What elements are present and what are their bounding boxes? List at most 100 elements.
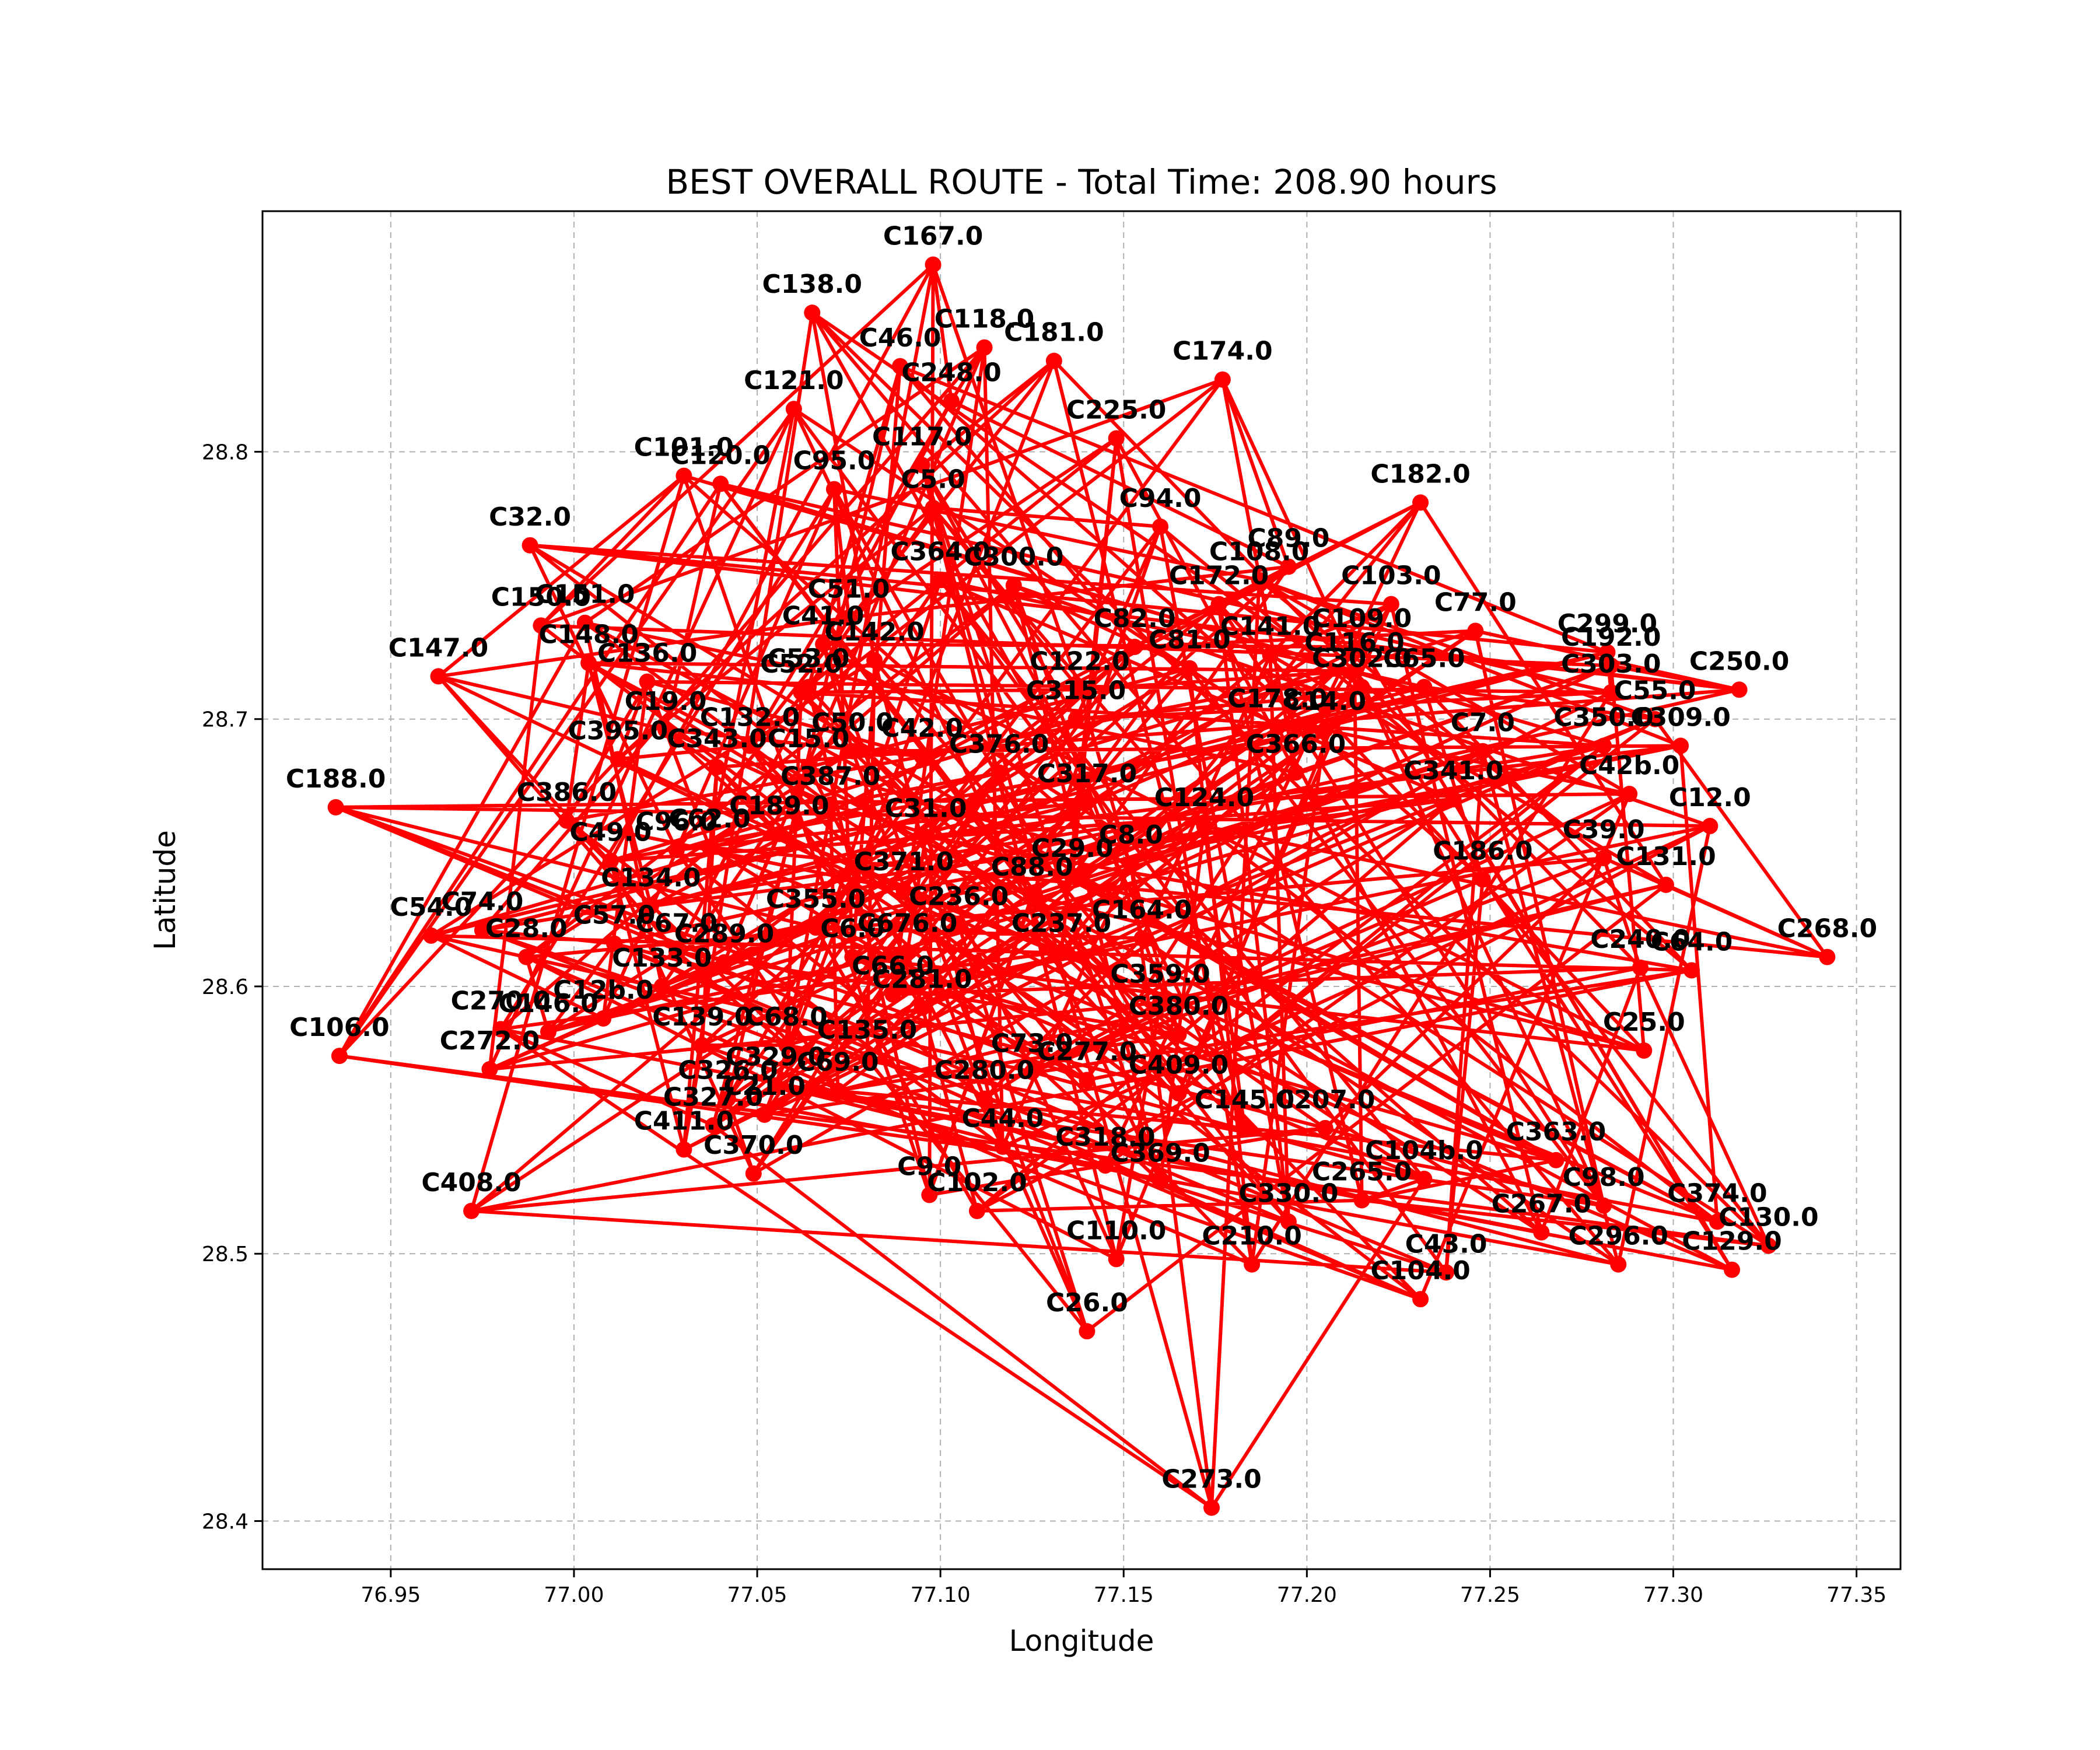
route-point [1412, 1291, 1429, 1308]
point-label: C39.0 [1563, 815, 1645, 845]
route-point [1280, 558, 1297, 575]
point-label: C66.0 [852, 951, 934, 981]
point-label: C371.0 [854, 847, 954, 877]
route-point [719, 1090, 736, 1107]
point-label: C109.0 [1312, 604, 1412, 634]
point-label: C29.0 [1031, 834, 1114, 863]
point-label: C9.0 [897, 1152, 961, 1181]
point-label: C73.0 [991, 1029, 1073, 1059]
y-tick-label: 28.7 [202, 708, 249, 732]
point-label: C31.0 [885, 793, 967, 823]
point-label: C55.0 [1614, 676, 1696, 706]
point-label: C148.0 [538, 620, 638, 649]
point-label: C270.0 [451, 986, 551, 1016]
route-point [771, 825, 788, 842]
point-label: C131.0 [1616, 842, 1716, 872]
point-label: C95.0 [793, 446, 876, 476]
route-point [1079, 1323, 1096, 1340]
route-point [1079, 793, 1096, 810]
point-label: C41.0 [782, 601, 864, 631]
route-point [1474, 743, 1491, 760]
point-label: C277.0 [1037, 1037, 1137, 1066]
route-point [800, 678, 817, 695]
point-label: C411.0 [634, 1107, 734, 1136]
point-label: C42.0 [881, 713, 963, 743]
point-label: C64.0 [1651, 927, 1733, 957]
point-label: C248.0 [901, 358, 1001, 387]
point-label: C250.0 [1689, 646, 1789, 676]
route-point [430, 668, 447, 685]
route-point [522, 537, 538, 554]
route-point [745, 1165, 762, 1182]
route-point [610, 751, 626, 768]
point-label: C124.0 [1154, 783, 1254, 813]
point-label: C74.0 [441, 887, 523, 917]
route-point [1064, 869, 1081, 886]
route-point [1548, 1152, 1564, 1168]
point-label: C181.0 [1004, 318, 1104, 348]
route-point [1196, 818, 1213, 835]
point-label: C96.0 [635, 807, 718, 836]
route-point [925, 499, 942, 516]
point-label: C318.0 [1055, 1122, 1155, 1152]
point-label: C116.0 [1304, 628, 1404, 657]
route-point [914, 999, 930, 1016]
point-label: C120.0 [671, 440, 771, 470]
route-point [1024, 1063, 1041, 1080]
point-label: C350.0 [1553, 703, 1653, 733]
route-point [606, 935, 623, 952]
point-label: C57.0 [573, 901, 656, 930]
chart-title: BEST OVERALL ROUTE - Total Time: 208.90 … [666, 162, 1497, 202]
route-point [1636, 1042, 1653, 1059]
point-label: C53.0 [768, 644, 850, 674]
route-point [892, 358, 909, 374]
route-point [1079, 1072, 1096, 1088]
point-label: C43.0 [1405, 1229, 1488, 1259]
route-point [1317, 722, 1334, 738]
point-label: C387.0 [780, 761, 880, 791]
point-label: C88.0 [991, 852, 1073, 882]
route-point [1467, 622, 1484, 639]
route-point [558, 812, 575, 829]
route-point [1709, 1213, 1726, 1230]
route-point [918, 828, 935, 845]
x-tick-label: 77.35 [1826, 1583, 1887, 1607]
route-point [1632, 959, 1648, 976]
route-point [1269, 719, 1286, 736]
point-label: C118.0 [935, 304, 1034, 334]
route-point [1071, 681, 1088, 698]
point-label: C268.0 [1777, 914, 1877, 944]
x-tick-label: 77.10 [911, 1583, 971, 1607]
route-point [668, 943, 685, 960]
route-point [708, 759, 725, 776]
route-point [1024, 887, 1041, 904]
point-label: C21.0 [723, 1072, 806, 1101]
route-point [1244, 1256, 1261, 1273]
point-label: C147.0 [388, 633, 488, 663]
route-point [976, 339, 993, 356]
route-point [1533, 1224, 1550, 1241]
route-point [1236, 1119, 1253, 1136]
point-label: C12.0 [1669, 783, 1751, 813]
point-label: C265.0 [1312, 1157, 1412, 1187]
point-label: C225.0 [1066, 396, 1166, 425]
point-label: C136.0 [597, 639, 697, 668]
point-label: C106.0 [289, 1013, 389, 1042]
point-label: C102.0 [927, 1168, 1027, 1198]
point-label: C110.0 [1066, 1216, 1166, 1245]
route-point [825, 481, 842, 498]
point-label: C210.0 [1202, 1222, 1301, 1251]
route-point [639, 673, 656, 690]
point-label: C81.0 [1149, 625, 1231, 655]
point-label: C103.0 [1341, 561, 1441, 591]
x-tick-label: 77.25 [1460, 1583, 1520, 1607]
point-label: C25.0 [1603, 1007, 1685, 1037]
route-point [1474, 871, 1491, 888]
point-label: C142.0 [824, 617, 924, 647]
route-point [1595, 850, 1612, 867]
point-label: C69.0 [797, 1048, 879, 1077]
point-label: C380.0 [1129, 991, 1228, 1021]
route-points [327, 256, 1836, 1516]
point-label: C395.0 [568, 716, 668, 746]
